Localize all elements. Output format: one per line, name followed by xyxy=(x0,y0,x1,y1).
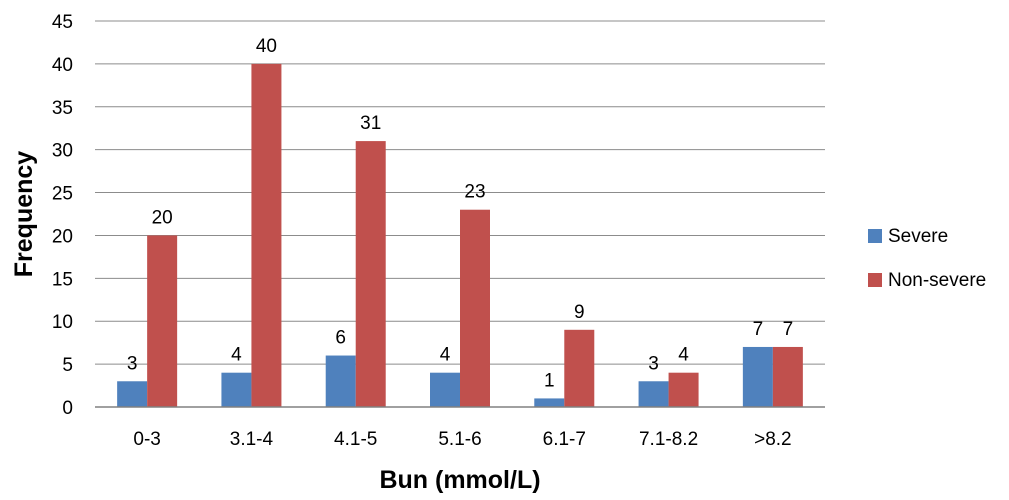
x-tick-label: 3.1-4 xyxy=(230,429,274,450)
bar-non-severe-4 xyxy=(564,329,595,407)
data-label: 9 xyxy=(574,302,585,323)
y-tick-label: 40 xyxy=(52,55,73,76)
gridlines xyxy=(95,20,825,365)
data-label: 4 xyxy=(440,345,451,366)
data-label: 40 xyxy=(256,36,277,57)
x-tick-label: 6.1-7 xyxy=(543,429,586,450)
bar-non-severe-5 xyxy=(668,372,699,407)
bar-severe-1 xyxy=(221,372,252,407)
bar-severe-4 xyxy=(534,398,565,407)
data-label: 4 xyxy=(678,345,689,366)
y-tick-label: 10 xyxy=(52,312,73,333)
bar-severe-0 xyxy=(117,381,148,407)
bar-non-severe-6 xyxy=(772,346,803,407)
data-label: 23 xyxy=(464,182,485,203)
data-label: 7 xyxy=(783,319,794,340)
x-tick-label: 7.1-8.2 xyxy=(639,429,698,450)
y-tick-label: 45 xyxy=(52,12,73,33)
data-label: 20 xyxy=(152,207,173,228)
legend-swatch xyxy=(868,229,882,243)
data-label: 1 xyxy=(544,370,555,391)
y-tick-label: 30 xyxy=(52,141,73,162)
y-axis-title: Frequency xyxy=(10,151,38,278)
legend-label: Non-severe xyxy=(888,270,986,291)
y-tick-label: 35 xyxy=(52,98,73,119)
legend-swatch xyxy=(868,273,882,287)
bar-non-severe-0 xyxy=(147,235,178,407)
y-tick-label: 0 xyxy=(62,398,73,419)
y-tick-label: 25 xyxy=(52,184,73,205)
legend-label: Severe xyxy=(888,226,948,247)
bar-severe-5 xyxy=(638,381,669,407)
bar-non-severe-3 xyxy=(460,209,490,407)
bar-severe-3 xyxy=(430,372,460,407)
x-tick-label: 4.1-5 xyxy=(334,429,377,450)
x-axis-ticks: 0-3 3.1-4 4.1-5 5.1-6 6.1-7 7.1-8.2 >8.2 xyxy=(133,429,791,450)
y-axis-ticks: 0 5 10 15 20 25 30 35 40 45 xyxy=(52,12,73,419)
data-label: 3 xyxy=(648,353,659,374)
x-tick-label: 5.1-6 xyxy=(438,429,481,450)
data-label: 31 xyxy=(360,113,381,134)
data-label: 7 xyxy=(753,319,764,340)
y-tick-label: 15 xyxy=(52,269,73,290)
x-tick-label: >8.2 xyxy=(754,429,792,450)
legend: Severe Non-severe xyxy=(868,226,986,291)
bar-non-severe-1 xyxy=(251,63,282,408)
x-tick-label: 0-3 xyxy=(133,429,160,450)
y-tick-label: 5 xyxy=(62,355,73,376)
bar-severe-2 xyxy=(325,355,356,407)
y-tick-label: 20 xyxy=(52,226,73,247)
bar-non-severe-2 xyxy=(355,141,386,408)
x-axis-title: Bun (mmol/L) xyxy=(379,466,540,494)
bars xyxy=(117,63,803,408)
data-label: 6 xyxy=(335,328,346,349)
data-label: 3 xyxy=(127,353,138,374)
data-label: 4 xyxy=(231,345,242,366)
bar-severe-6 xyxy=(742,346,773,407)
